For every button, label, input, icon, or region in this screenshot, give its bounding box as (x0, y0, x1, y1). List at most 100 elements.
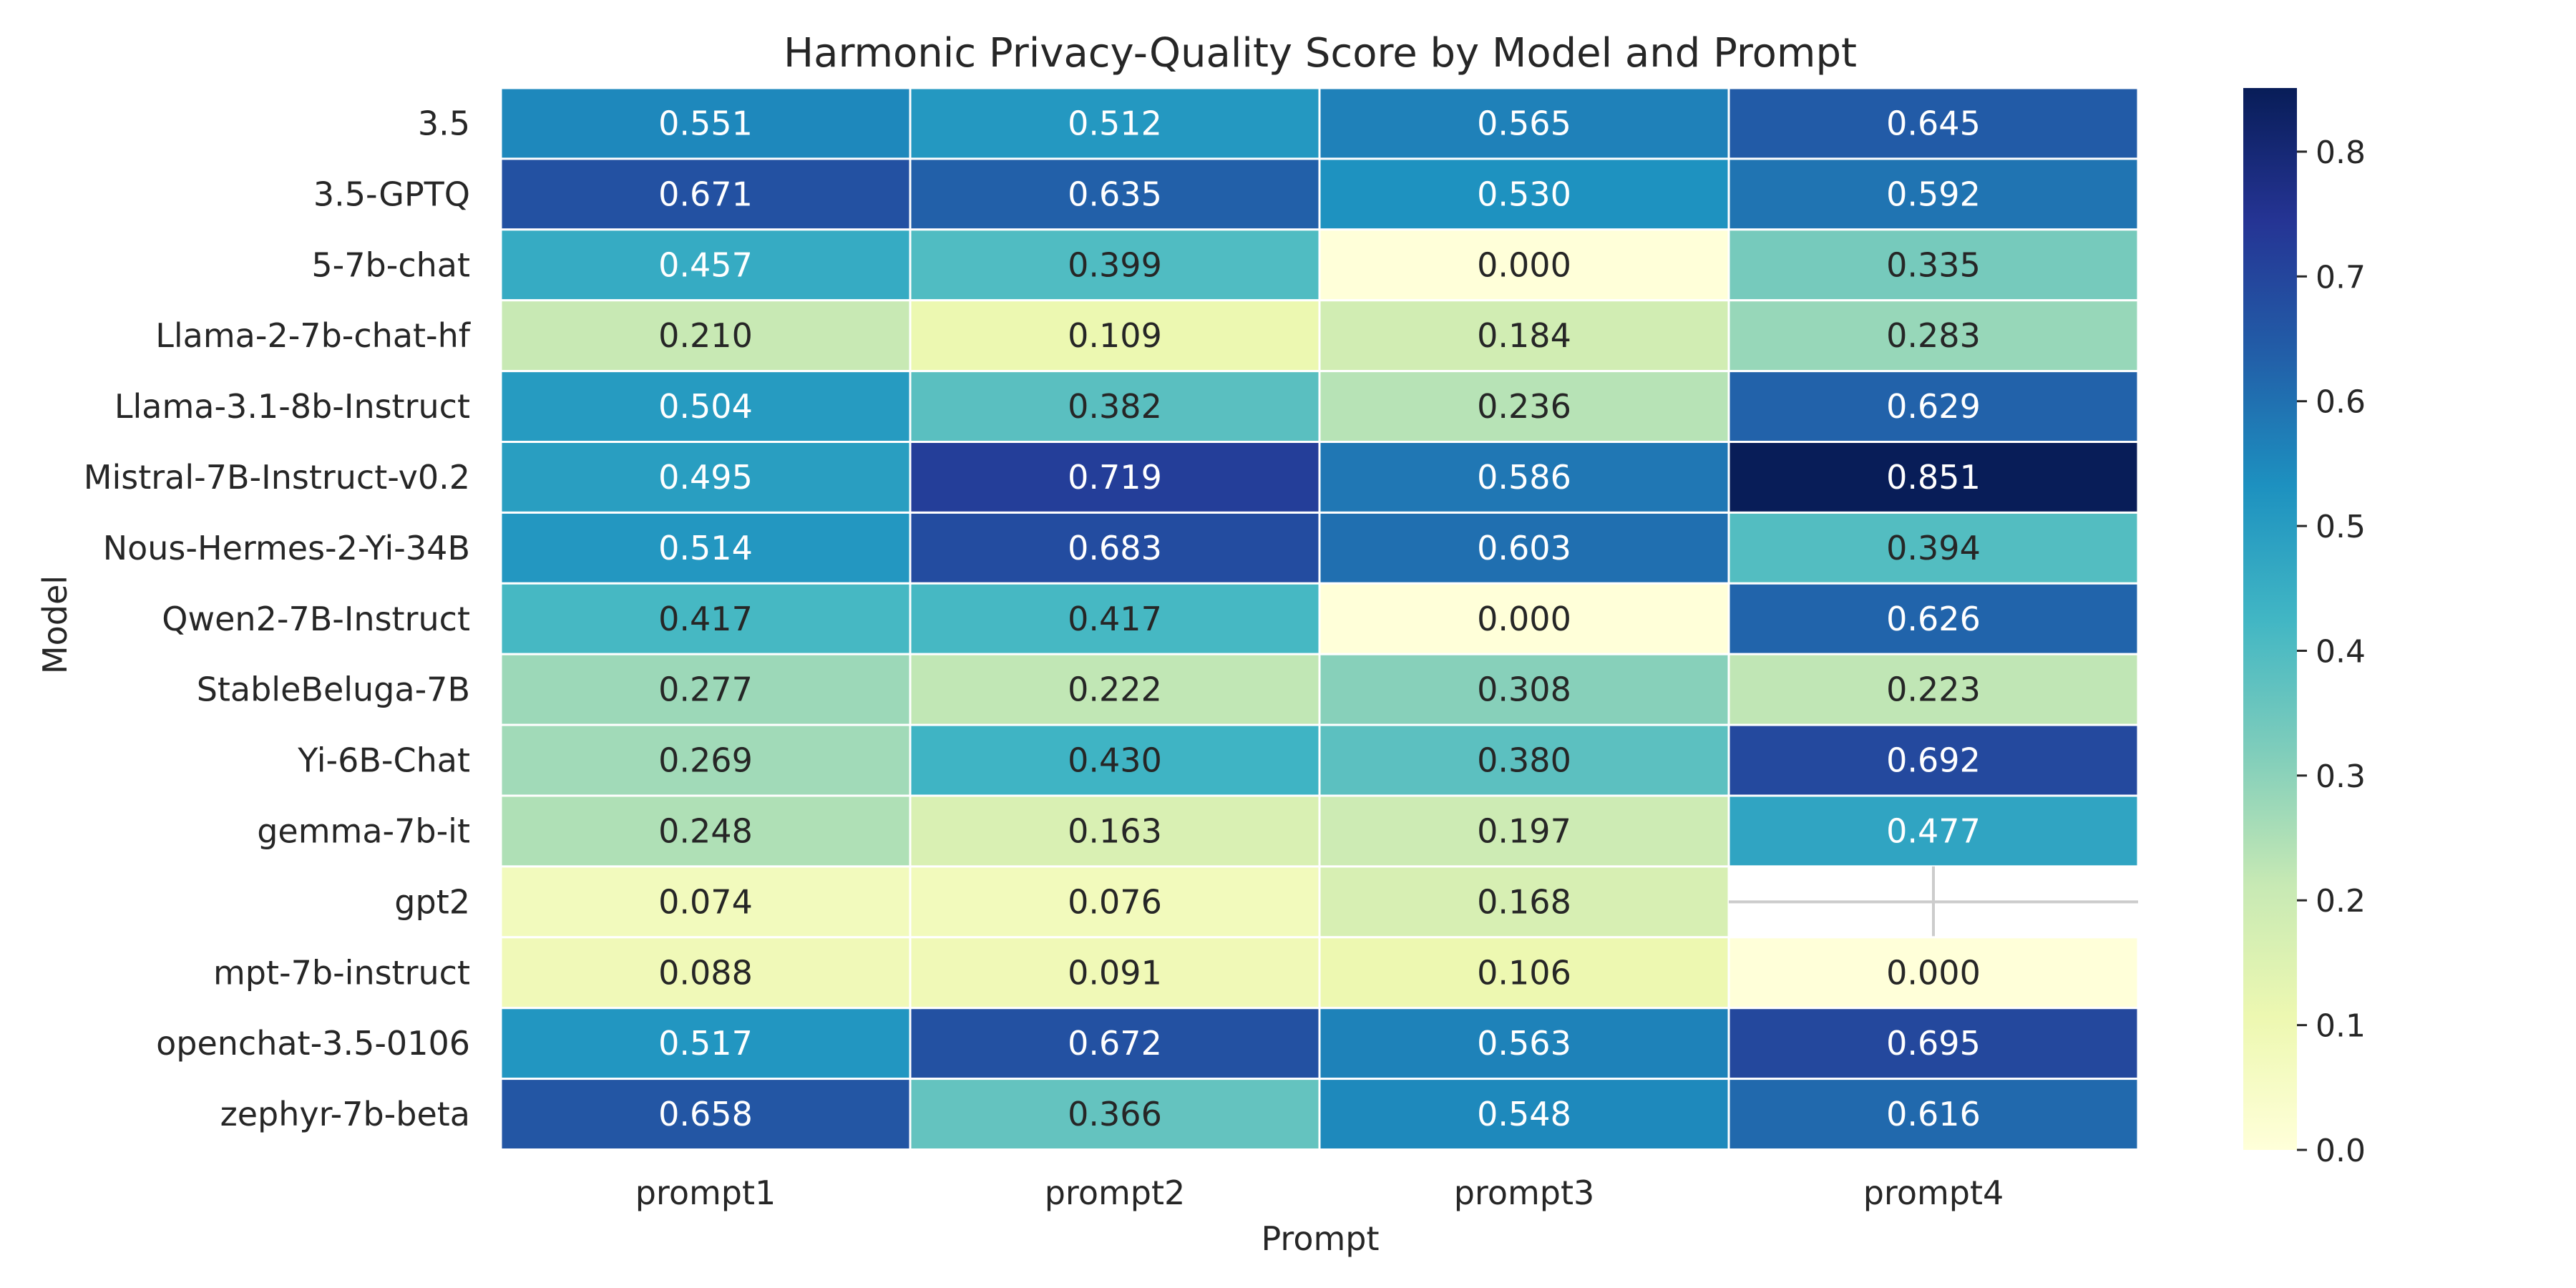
colorbar-tick-label: 0.5 (2316, 509, 2366, 545)
column-labels: prompt1 prompt2 prompt3 prompt4 (635, 1174, 2004, 1212)
colorbar-tick-label: 0.1 (2316, 1008, 2366, 1045)
heatmap-cell (909, 299, 1321, 373)
cell-value-label: 0.091 (1068, 953, 1162, 992)
row-label: Qwen2-7B-Instruct (162, 600, 470, 638)
cell-value-label: 0.236 (1477, 387, 1571, 426)
cell-value-label: 0.222 (1068, 670, 1162, 709)
cell-value-label: 0.223 (1886, 670, 1981, 709)
heatmap-cell (1727, 299, 2140, 373)
heatmap-cell (1727, 228, 2140, 302)
column-label: prompt2 (1045, 1174, 1186, 1212)
heatmap-cell (909, 228, 1321, 302)
cell-value-label: 0.308 (1477, 670, 1571, 709)
cell-value-label: 0.000 (1886, 953, 1981, 992)
cell-value-label: 0.504 (658, 387, 753, 426)
heatmap-cell (909, 936, 1321, 1010)
cell-value-label: 0.074 (658, 882, 753, 921)
cell-value-label: 0.382 (1068, 387, 1162, 426)
column-label: prompt4 (1863, 1174, 2004, 1212)
cell-value-label: 0.695 (1886, 1024, 1981, 1063)
colorbar-tick-label: 0.7 (2316, 259, 2366, 296)
cell-value-label: 0.565 (1477, 104, 1571, 142)
cell-value-label: 0.645 (1886, 104, 1981, 142)
cell-value-label: 0.430 (1068, 741, 1162, 780)
column-label: prompt1 (635, 1174, 776, 1212)
heatmap-cell (1727, 1007, 2140, 1080)
cell-value-label: 0.106 (1477, 953, 1571, 992)
heatmap-cell (909, 794, 1321, 868)
heatmap-cell (1727, 441, 2140, 514)
heatmap-cell (1727, 723, 2140, 797)
colorbar-gradient (2243, 88, 2297, 1150)
heatmap-cell (909, 87, 1321, 160)
column-label: prompt3 (1454, 1174, 1595, 1212)
colorbar-tick-label: 0.2 (2316, 883, 2366, 919)
heatmap-cell (909, 1078, 1321, 1151)
row-label: 5-7b-chat (311, 245, 470, 284)
row-label: Yi-6B-Chat (297, 741, 470, 780)
cell-value-label: 0.512 (1068, 104, 1162, 142)
heatmap-cell (1318, 441, 1730, 514)
colorbar-tick-label: 0.6 (2316, 384, 2366, 421)
cell-value-label: 0.851 (1886, 458, 1981, 497)
cell-value-label: 0.658 (658, 1095, 753, 1133)
cell-value-label: 0.477 (1886, 811, 1981, 850)
cell-value-label: 0.586 (1477, 458, 1571, 497)
cell-value-label: 0.517 (658, 1024, 753, 1063)
heatmap-cell (909, 157, 1321, 231)
cell-value-label: 0.457 (658, 245, 753, 284)
heatmap-cell (1318, 511, 1730, 585)
heatmap-cell (909, 370, 1321, 443)
colorbar-tick-label: 0.0 (2316, 1133, 2366, 1169)
cell-value-label: 0.184 (1477, 316, 1571, 355)
heatmap-cell (1318, 723, 1730, 797)
cell-value-label: 0.672 (1068, 1024, 1162, 1063)
heatmap-cell (499, 87, 912, 160)
cell-value-label: 0.088 (658, 953, 753, 992)
cell-value-label: 0.076 (1068, 882, 1162, 921)
heatmap-cell (499, 582, 912, 655)
cell-value-label: 0.551 (658, 104, 753, 142)
cell-value-label: 0.671 (658, 175, 753, 213)
row-label: openchat-3.5-0106 (156, 1024, 470, 1063)
cell-value-label: 0.000 (1477, 600, 1571, 638)
cell-value-label: 0.417 (1068, 600, 1162, 638)
colorbar: 0.0 0.1 0.2 0.3 0.4 0.5 0.6 0.7 0.8 (2243, 88, 2366, 1169)
cell-value-label: 0.592 (1886, 175, 1981, 213)
cell-value-label: 0.616 (1886, 1095, 1981, 1133)
cell-value-label: 0.197 (1477, 811, 1571, 850)
cell-value-label: 0.283 (1886, 316, 1981, 355)
heatmap-cell (909, 441, 1321, 514)
colorbar-tick-label: 0.4 (2316, 633, 2366, 670)
colorbar-tick-label: 0.3 (2316, 758, 2366, 795)
row-label: gemma-7b-it (257, 811, 470, 850)
heatmap-cell (1727, 370, 2140, 443)
cell-value-label: 0.277 (658, 670, 753, 709)
cell-value-label: 0.548 (1477, 1095, 1571, 1133)
heatmap-cell (499, 511, 912, 585)
cell-value-label: 0.417 (658, 600, 753, 638)
heatmap-cells: 0.551 0.512 0.565 0.645 0.671 0.635 0.530 0.592… (499, 87, 2140, 1151)
row-label: Mistral-7B-Instruct-v0.2 (84, 458, 470, 497)
row-label: 3.5 (418, 104, 470, 142)
cell-value-label: 0.109 (1068, 316, 1162, 355)
row-label: StableBeluga-7B (197, 670, 470, 709)
heatmap-cell (1318, 1007, 1730, 1080)
cell-value-label: 0.163 (1068, 811, 1162, 850)
heatmap-cell (1727, 653, 2140, 726)
heatmap-cell (499, 865, 912, 939)
cell-value-label: 0.563 (1477, 1024, 1571, 1063)
cell-value-label: 0.394 (1886, 529, 1981, 567)
row-label: Nous-Hermes-2-Yi-34B (103, 529, 470, 567)
row-label: mpt-7b-instruct (213, 953, 470, 992)
heatmap-cell (1318, 794, 1730, 868)
heatmap-cell (1318, 370, 1730, 443)
row-label: gpt2 (394, 882, 470, 921)
row-label: 3.5-GPTQ (313, 175, 470, 213)
x-axis-label: Prompt (1261, 1219, 1379, 1258)
heatmap-cell (1318, 87, 1730, 160)
heatmap-cell (499, 441, 912, 514)
cell-value-label: 0.683 (1068, 529, 1162, 567)
cell-value-label: 0.514 (658, 529, 753, 567)
